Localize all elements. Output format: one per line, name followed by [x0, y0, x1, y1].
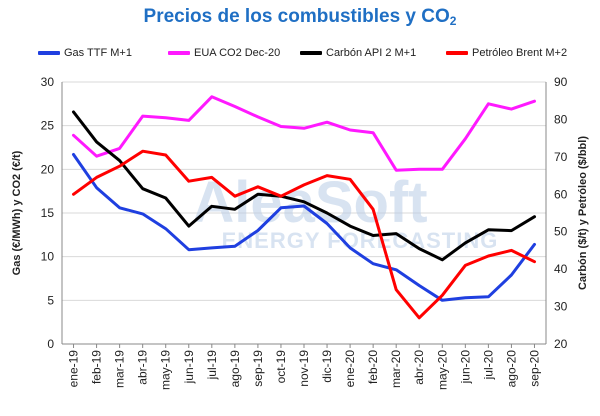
legend-label-eua: EUA CO2 Dec-20 [194, 47, 281, 59]
watermark: AleaSoft ENERGY FORECASTING [192, 170, 499, 253]
y-right-tick-label: 60 [554, 187, 568, 201]
legend-swatch-eua [168, 51, 190, 55]
chart-title-main: Precios de los combustibles y CO [143, 6, 450, 27]
y-left-tick-label: 25 [41, 119, 55, 133]
legend-swatch-coal [300, 51, 322, 55]
chart-title-subscript: 2 [449, 14, 457, 28]
x-tick-label: mar-20 [389, 350, 403, 388]
x-tick-label: feb-19 [90, 350, 104, 384]
x-tick-label: sep-20 [527, 350, 541, 387]
x-tick-label: jun-19 [182, 350, 196, 385]
x-tick-label: dic-19 [320, 350, 334, 383]
legend-label-gas: Gas TTF M+1 [64, 47, 132, 59]
y-right-tick-label: 50 [554, 225, 568, 239]
y-right-tick-label: 70 [554, 150, 568, 164]
y-left-tick-label: 30 [41, 75, 55, 89]
series-line-coal [72, 110, 536, 262]
x-tick-label: may-19 [159, 350, 173, 390]
y-axis-left-title: Gas (€/MWh) y CO2 (€/t) [11, 150, 23, 275]
y-left-tick-label: 0 [47, 337, 54, 351]
legend-swatch-gas [38, 51, 60, 55]
legend-item-eua: EUA CO2 Dec-20 [168, 44, 280, 62]
y-left-tick-label: 5 [47, 293, 54, 307]
legend-label-brent: Petróleo Brent M+2 [472, 47, 568, 59]
x-tick-label: jul-19 [205, 350, 219, 381]
x-tick-label: ene-19 [67, 350, 81, 388]
series-line-gas [72, 153, 536, 302]
x-tick-label: abr-19 [136, 350, 150, 385]
legend-label-coal: Carbón API 2 M+1 [326, 47, 417, 59]
y-left-tick-label: 20 [41, 162, 55, 176]
chart-legend: Gas TTF M+1 EUA CO2 Dec-20 Carbón API 2 … [0, 44, 600, 62]
x-tick-label: mar-19 [113, 350, 127, 388]
tick-labels: 0 5 10 15 20 25 30 20 30 40 50 60 70 80 90 ene-19 feb-19… [41, 75, 568, 390]
watermark-brand: AleaSoft [192, 170, 427, 235]
x-tick-label: sep-19 [251, 350, 265, 387]
x-tick-label: jul-20 [481, 350, 495, 381]
x-tick-label: feb-20 [366, 350, 380, 384]
legend-item-brent: Petróleo Brent M+2 [446, 44, 567, 62]
legend-item-gas: Gas TTF M+1 [38, 44, 132, 62]
x-tick-label: nov-19 [297, 350, 311, 387]
series-line-eua [72, 95, 536, 172]
y-left-tick-label: 15 [41, 206, 55, 220]
x-tick-label: ene-20 [343, 350, 357, 388]
x-tick-label: ago-19 [228, 350, 242, 388]
y-left-tick-label: 10 [41, 250, 55, 264]
series-lines [72, 95, 536, 320]
x-tick-label: abr-20 [412, 350, 426, 385]
y-right-tick-label: 40 [554, 262, 568, 276]
x-tick-label: jun-20 [458, 350, 472, 385]
series-line-brent [72, 149, 536, 320]
y-right-tick-label: 90 [554, 75, 568, 89]
watermark-tagline: ENERGY FORECASTING [222, 228, 499, 253]
x-tick-label: oct-19 [274, 350, 288, 384]
chart-title: Precios de los combustibles y CO2 [0, 6, 600, 28]
y-right-tick-label: 20 [554, 337, 568, 351]
x-tick-label: ago-20 [504, 350, 518, 388]
y-right-tick-label: 30 [554, 300, 568, 314]
legend-swatch-brent [446, 51, 468, 55]
legend-item-coal: Carbón API 2 M+1 [300, 44, 416, 62]
x-tick-label: may-20 [435, 350, 449, 390]
y-right-tick-label: 80 [554, 112, 568, 126]
y-axis-right-title: Carbón ($/t) y Petróleo ($/bbl) [577, 136, 589, 290]
